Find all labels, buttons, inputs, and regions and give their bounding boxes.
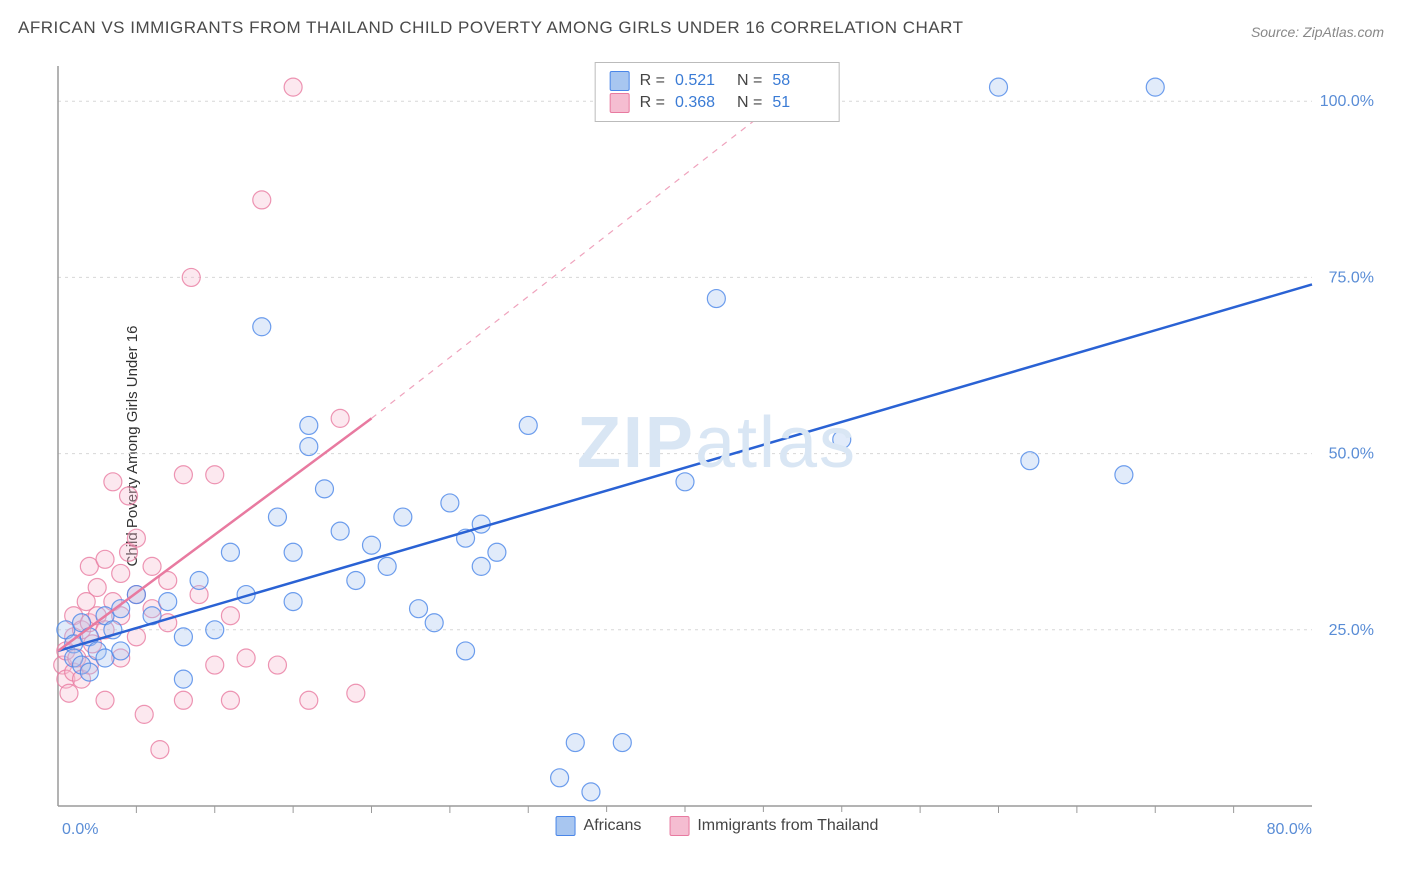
legend-item-1: Africans <box>556 816 642 836</box>
legend: Africans Immigrants from Thailand <box>546 812 889 840</box>
swatch-series2 <box>610 93 630 113</box>
legend-swatch-1 <box>556 816 576 836</box>
correlation-stats-box: R = 0.521 N = 58 R = 0.368 N = 51 <box>595 62 840 122</box>
swatch-series1 <box>610 71 630 91</box>
chart-title: AFRICAN VS IMMIGRANTS FROM THAILAND CHIL… <box>18 18 963 38</box>
svg-text:50.0%: 50.0% <box>1329 446 1374 463</box>
stats-row-series2: R = 0.368 N = 51 <box>610 93 825 113</box>
stats-row-series1: R = 0.521 N = 58 <box>610 71 825 91</box>
scatter-chart: 25.0% 50.0% 75.0% 100.0% 0.0% 80.0% <box>52 62 1382 840</box>
svg-text:0.0%: 0.0% <box>62 821 98 838</box>
legend-swatch-2 <box>669 816 689 836</box>
r-value-1: 0.521 <box>675 72 727 90</box>
svg-text:25.0%: 25.0% <box>1329 622 1374 639</box>
r-value-2: 0.368 <box>675 94 727 112</box>
svg-text:100.0%: 100.0% <box>1320 93 1374 110</box>
legend-label-2: Immigrants from Thailand <box>697 817 878 835</box>
source-attribution: Source: ZipAtlas.com <box>1251 24 1384 40</box>
n-value-1: 58 <box>772 72 824 90</box>
legend-item-2: Immigrants from Thailand <box>669 816 878 836</box>
svg-text:80.0%: 80.0% <box>1267 821 1312 838</box>
svg-text:75.0%: 75.0% <box>1329 269 1374 286</box>
plot-area: 25.0%50.0%75.0%100.0%0.0%80.0% ZIPatlas … <box>52 62 1382 840</box>
n-value-2: 51 <box>772 94 824 112</box>
legend-label-1: Africans <box>584 817 642 835</box>
